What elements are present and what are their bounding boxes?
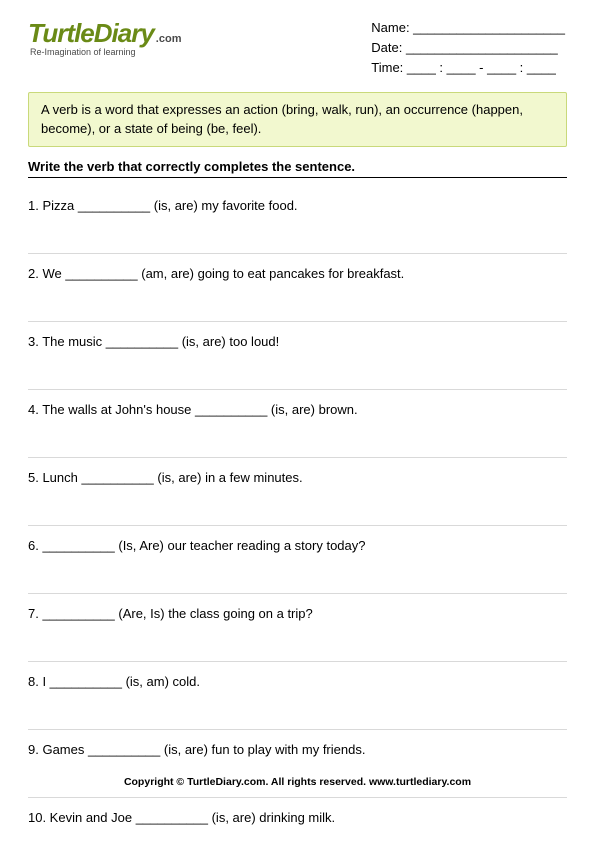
meta-block: Name: _____________________ Date: ______… [371, 18, 567, 78]
question-item: 6. __________ (Is, Are) our teacher read… [28, 526, 567, 594]
instruction: Write the verb that correctly completes … [28, 159, 567, 178]
info-box: A verb is a word that expresses an actio… [28, 92, 567, 146]
question-item: 3. The music __________ (is, are) too lo… [28, 322, 567, 390]
questions-list: 1. Pizza __________ (is, are) my favorit… [28, 186, 567, 865]
name-field[interactable]: Name: _____________________ [371, 18, 565, 38]
logo-main: TurtleDiary [28, 18, 154, 49]
question-item: 8. I __________ (is, am) cold. [28, 662, 567, 730]
question-item: 7. __________ (Are, Is) the class going … [28, 594, 567, 662]
logo-dotcom: .com [156, 33, 182, 45]
date-field[interactable]: Date: _____________________ [371, 38, 565, 58]
footer: Copyright © TurtleDiary.com. All rights … [0, 776, 595, 788]
logo-tagline: Re-Imagination of learning [30, 47, 181, 57]
question-item: 10. Kevin and Joe __________ (is, are) d… [28, 798, 567, 865]
question-item: 2. We __________ (am, are) going to eat … [28, 254, 567, 322]
logo-row: TurtleDiary .com [28, 18, 181, 49]
question-item: 4. The walls at John's house __________ … [28, 390, 567, 458]
question-item: 1. Pizza __________ (is, are) my favorit… [28, 186, 567, 254]
question-item: 5. Lunch __________ (is, are) in a few m… [28, 458, 567, 526]
header: TurtleDiary .com Re-Imagination of learn… [28, 18, 567, 78]
time-field[interactable]: Time: ____ : ____ - ____ : ____ [371, 58, 565, 78]
logo-block: TurtleDiary .com Re-Imagination of learn… [28, 18, 181, 57]
